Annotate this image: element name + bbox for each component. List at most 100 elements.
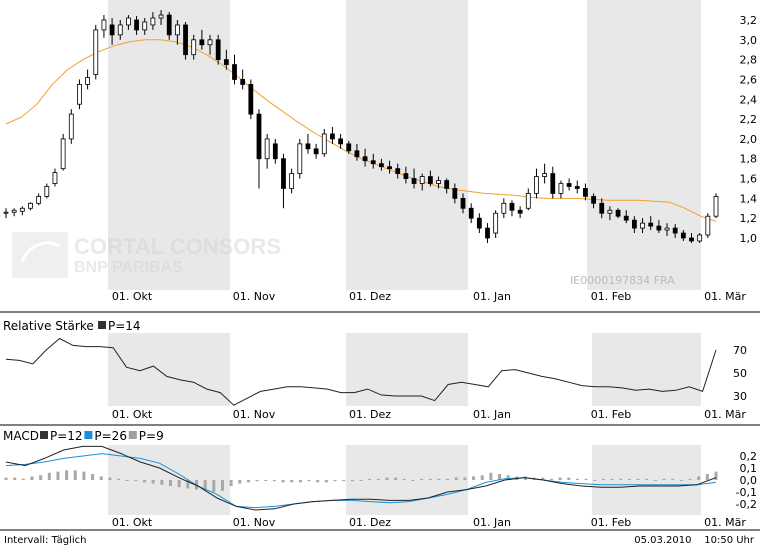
macd-histogram-bar [186, 480, 190, 489]
x-tick-label: 01. Mär [704, 408, 746, 421]
macd-histogram-bar [489, 472, 493, 480]
candle-body [680, 232, 686, 239]
candle [166, 12, 172, 40]
macd-histogram-bar [117, 478, 121, 480]
candle [354, 143, 360, 161]
candle [101, 15, 107, 38]
rsi-y-tick-label: 70 [733, 344, 747, 357]
macd-histogram-bar [108, 477, 112, 480]
macd-histogram-bar [472, 476, 476, 480]
macd-histogram-bar [420, 478, 424, 480]
candle-body [550, 173, 556, 194]
macd-histogram-bar [177, 480, 181, 488]
candle-body [150, 17, 156, 26]
candle [28, 202, 33, 211]
macd-histogram-bar [169, 480, 173, 486]
candle [509, 200, 515, 217]
main-y-tick-label: 3,2 [740, 14, 758, 27]
macd-histogram-bar [584, 478, 588, 480]
macd-histogram-bar [593, 480, 597, 481]
candle-body [330, 133, 335, 140]
macd-y-tick-label: 0,1 [740, 462, 758, 475]
timestamp: 05.03.2010 10:50 Uhr [634, 535, 754, 546]
macd-histogram-bar [368, 478, 372, 480]
candle-body [207, 39, 213, 46]
x-tick-label: 01. Okt [112, 408, 153, 421]
candle [672, 224, 678, 238]
candle [615, 208, 621, 219]
macd-histogram-bar [82, 471, 86, 480]
candle [248, 79, 254, 120]
rsi-line [5, 337, 717, 406]
candle-body [574, 186, 580, 189]
candle [680, 230, 686, 241]
macd-histogram-bar [255, 480, 259, 482]
candle-body [558, 183, 564, 194]
candle-body [28, 202, 33, 209]
candle [321, 129, 327, 157]
candlesticks [3, 10, 719, 243]
candle-body [44, 186, 50, 197]
macd-histogram-bar [636, 478, 640, 480]
x-tick-label: 01. Mär [704, 516, 746, 529]
candle-body [672, 227, 678, 234]
x-tick-label: 01. Dez [349, 290, 391, 303]
candle [370, 153, 376, 169]
candle [689, 233, 694, 243]
candle-body [52, 172, 58, 184]
candle [599, 198, 605, 219]
candle-body [525, 193, 531, 209]
candle [574, 180, 580, 194]
macd-legend-label: P=9 [139, 429, 164, 443]
candle-body [476, 217, 482, 229]
candle [44, 183, 50, 199]
macd-histogram-bar [714, 471, 718, 480]
macd-histogram-bar [671, 478, 675, 480]
main-y-tick-label: 1,6 [740, 173, 758, 186]
candle [11, 208, 17, 217]
candle-body [599, 202, 605, 214]
macd-histogram-bar [679, 480, 683, 481]
candle-body [166, 14, 172, 36]
candle-body [664, 227, 670, 231]
candle-body [256, 113, 262, 160]
candle-body [713, 195, 719, 217]
macd-histogram-bar [601, 478, 605, 480]
x-tick-label: 01. Jan [473, 516, 511, 529]
x-tick-label: 01. Nov [233, 516, 276, 529]
candle-body [191, 39, 197, 56]
candle-body [289, 173, 295, 189]
candle [117, 20, 123, 40]
rsi-y-tick-label: 30 [733, 390, 747, 403]
candle [607, 206, 613, 221]
x-tick-label: 01. Feb [591, 408, 631, 421]
main-y-axis: 3,2 3,0 2,8 2,6 2,4 2,2 2,0 1,8 1,6 1,4 1,2 1,0 [740, 14, 758, 245]
rsi-title: Relative Stärke [3, 319, 94, 333]
macd-histogram-bar [264, 480, 268, 481]
macd-histogram-bar [47, 472, 51, 480]
candle [550, 166, 556, 199]
footer-time: 10:50 Uhr [704, 535, 754, 546]
macd-histogram-bar [645, 478, 649, 480]
candle [240, 69, 246, 90]
candle [583, 183, 588, 201]
candle [36, 193, 42, 206]
x-tick-label: 01. Nov [233, 290, 276, 303]
macd-legend-swatch [40, 431, 48, 439]
candle [452, 183, 458, 204]
candle-body [583, 188, 588, 197]
main-y-tick-label: 1,4 [740, 192, 758, 205]
macd-histogram-bar [65, 470, 69, 480]
candle [362, 148, 368, 167]
macd-histogram-bar [272, 480, 276, 482]
candle [183, 21, 188, 60]
candle [648, 216, 654, 231]
candle-body [640, 222, 645, 229]
candle-body [338, 138, 343, 145]
candle [158, 10, 164, 25]
x-tick-label: 01. Nov [233, 408, 276, 421]
candle [476, 213, 482, 234]
candle [444, 178, 450, 194]
x-tick-label: 01. Mär [704, 290, 746, 303]
candle-body [77, 84, 82, 105]
